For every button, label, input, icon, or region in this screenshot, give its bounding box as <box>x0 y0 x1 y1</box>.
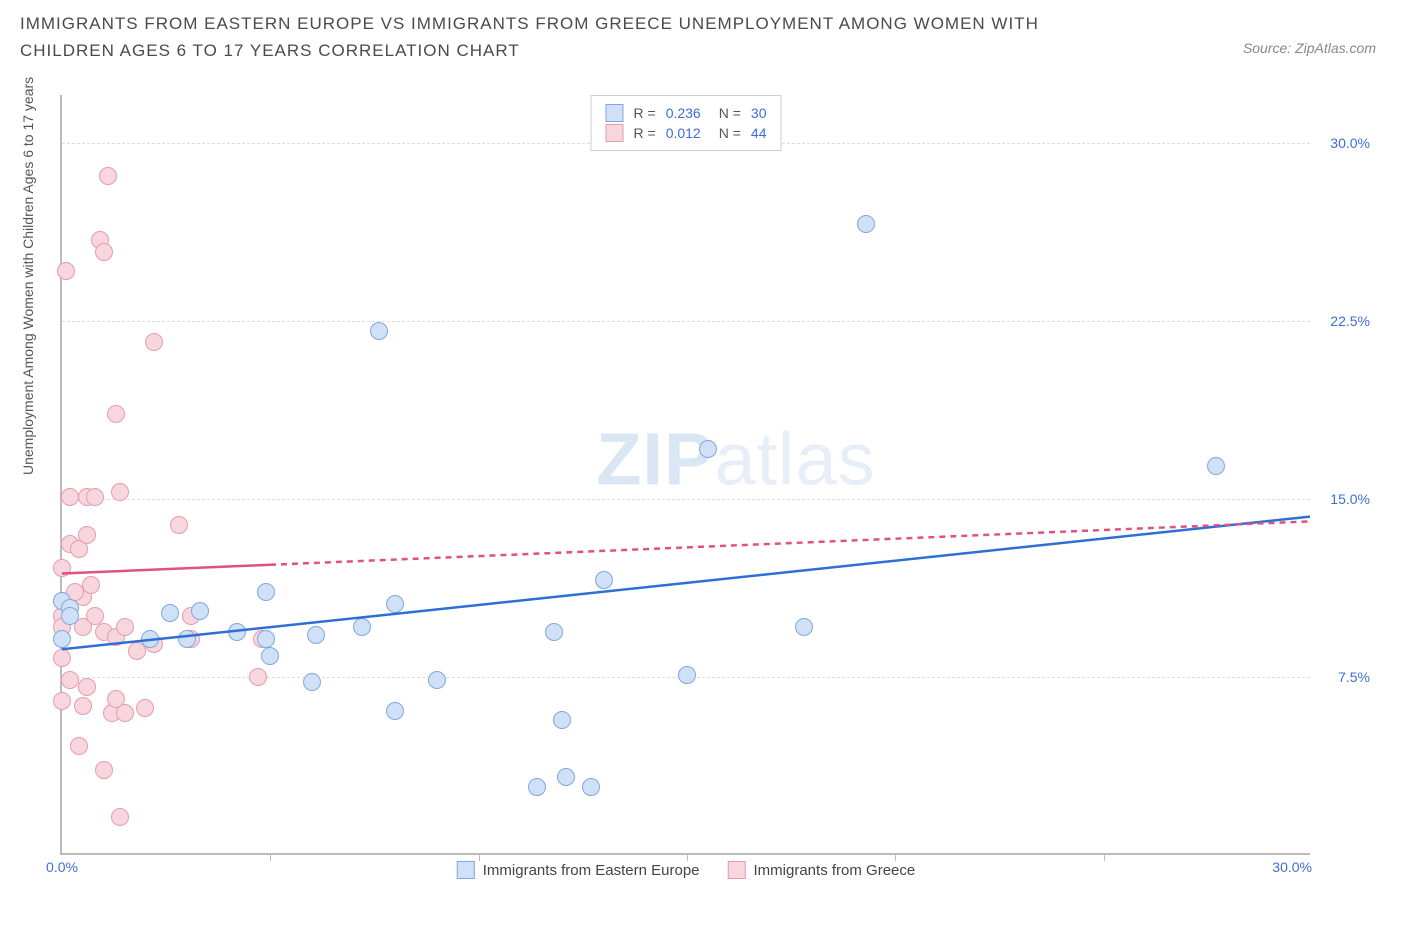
scatter-point <box>557 768 575 786</box>
legend-label: Immigrants from Eastern Europe <box>483 862 700 879</box>
scatter-point <box>86 607 104 625</box>
xtick-minor <box>479 855 480 861</box>
scatter-point <box>257 630 275 648</box>
legend-swatch-blue <box>606 104 624 122</box>
xtick-label: 0.0% <box>46 859 78 875</box>
scatter-point <box>141 630 159 648</box>
scatter-point <box>95 243 113 261</box>
scatter-point <box>116 704 134 722</box>
chart-area: ZIPatlas R = 0.236 N = 30 R = 0.012 N = … <box>60 95 1380 885</box>
legend-n-value: 44 <box>751 125 767 141</box>
watermark-light: atlas <box>714 417 875 500</box>
scatter-point <box>145 333 163 351</box>
scatter-point <box>61 607 79 625</box>
xtick-minor <box>1104 855 1105 861</box>
scatter-point <box>99 167 117 185</box>
legend-n-value: 30 <box>751 105 767 121</box>
scatter-point <box>136 699 154 717</box>
scatter-point <box>170 516 188 534</box>
scatter-point <box>82 576 100 594</box>
gridline-h <box>62 499 1310 500</box>
legend-n-label: N = <box>719 105 741 121</box>
chart-title: IMMIGRANTS FROM EASTERN EUROPE VS IMMIGR… <box>20 10 1100 64</box>
scatter-point <box>228 623 246 641</box>
watermark: ZIPatlas <box>596 416 875 501</box>
scatter-point <box>386 702 404 720</box>
scatter-point <box>261 647 279 665</box>
scatter-point <box>111 483 129 501</box>
legend-r-value: 0.012 <box>666 125 701 141</box>
legend-label: Immigrants from Greece <box>754 862 916 879</box>
scatter-point <box>795 618 813 636</box>
scatter-point <box>353 618 371 636</box>
y-axis-label: Unemployment Among Women with Children A… <box>20 77 36 475</box>
scatter-point <box>699 440 717 458</box>
scatter-point <box>61 671 79 689</box>
scatter-point <box>78 678 96 696</box>
scatter-point <box>107 405 125 423</box>
xtick-minor <box>687 855 688 861</box>
scatter-point <box>57 262 75 280</box>
ytick-label: 15.0% <box>1330 491 1370 507</box>
scatter-point <box>53 559 71 577</box>
trend-line <box>270 521 1310 564</box>
legend-item: Immigrants from Eastern Europe <box>457 861 700 879</box>
legend-r-label: R = <box>634 105 656 121</box>
legend-swatch-blue <box>457 861 475 879</box>
source-attribution: Source: ZipAtlas.com <box>1243 40 1376 56</box>
correlation-legend: R = 0.236 N = 30 R = 0.012 N = 44 <box>591 95 782 151</box>
scatter-point <box>70 737 88 755</box>
trend-lines <box>62 95 1310 853</box>
scatter-point <box>111 808 129 826</box>
scatter-point <box>95 761 113 779</box>
plot-region: ZIPatlas R = 0.236 N = 30 R = 0.012 N = … <box>60 95 1310 855</box>
scatter-point <box>191 602 209 620</box>
ytick-label: 22.5% <box>1330 313 1370 329</box>
scatter-point <box>307 626 325 644</box>
ytick-label: 7.5% <box>1338 669 1370 685</box>
trend-line <box>62 517 1310 650</box>
scatter-point <box>303 673 321 691</box>
scatter-point <box>74 697 92 715</box>
scatter-point <box>161 604 179 622</box>
legend-row: R = 0.012 N = 44 <box>606 124 767 142</box>
watermark-bold: ZIP <box>596 417 714 500</box>
legend-r-value: 0.236 <box>666 105 701 121</box>
scatter-point <box>249 668 267 686</box>
trend-line <box>62 565 270 574</box>
series-legend: Immigrants from Eastern Europe Immigrant… <box>457 861 915 879</box>
ytick-label: 30.0% <box>1330 135 1370 151</box>
legend-swatch-pink <box>728 861 746 879</box>
scatter-point <box>528 778 546 796</box>
xtick-label: 30.0% <box>1272 859 1312 875</box>
scatter-point <box>428 671 446 689</box>
scatter-point <box>545 623 563 641</box>
legend-row: R = 0.236 N = 30 <box>606 104 767 122</box>
scatter-point <box>595 571 613 589</box>
scatter-point <box>53 630 71 648</box>
scatter-point <box>678 666 696 684</box>
legend-swatch-pink <box>606 124 624 142</box>
scatter-point <box>53 692 71 710</box>
xtick-minor <box>270 855 271 861</box>
scatter-point <box>857 215 875 233</box>
legend-n-label: N = <box>719 125 741 141</box>
xtick-minor <box>895 855 896 861</box>
gridline-h <box>62 321 1310 322</box>
scatter-point <box>178 630 196 648</box>
scatter-point <box>116 618 134 636</box>
scatter-point <box>370 322 388 340</box>
scatter-point <box>61 488 79 506</box>
legend-item: Immigrants from Greece <box>728 861 916 879</box>
legend-r-label: R = <box>634 125 656 141</box>
scatter-point <box>257 583 275 601</box>
scatter-point <box>582 778 600 796</box>
scatter-point <box>53 649 71 667</box>
scatter-point <box>1207 457 1225 475</box>
scatter-point <box>86 488 104 506</box>
scatter-point <box>553 711 571 729</box>
scatter-point <box>386 595 404 613</box>
scatter-point <box>78 526 96 544</box>
